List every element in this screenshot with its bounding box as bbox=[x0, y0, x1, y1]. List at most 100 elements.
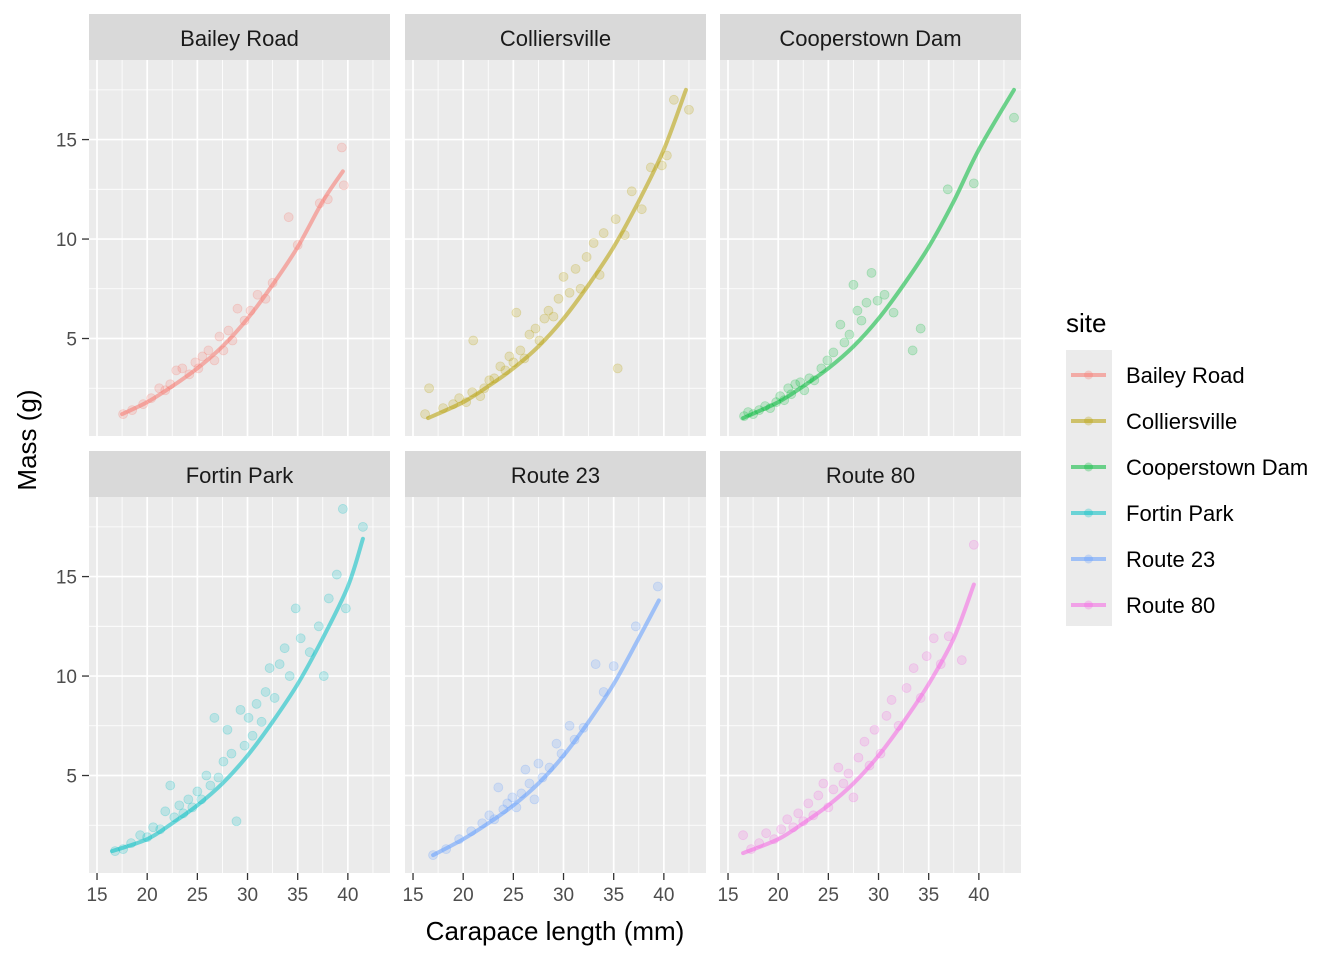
data-point bbox=[738, 830, 748, 841]
data-point bbox=[533, 758, 544, 769]
y-tick-label: 10 bbox=[56, 230, 77, 251]
data-point bbox=[222, 724, 233, 735]
data-point bbox=[235, 704, 246, 715]
data-point bbox=[232, 303, 243, 314]
facet-strip-label: Cooperstown Dam bbox=[779, 26, 961, 51]
data-point bbox=[790, 379, 801, 390]
data-point bbox=[515, 345, 526, 356]
data-point bbox=[630, 621, 641, 632]
data-point bbox=[818, 778, 829, 789]
panel-background bbox=[405, 60, 706, 436]
data-point bbox=[192, 786, 203, 797]
data-point bbox=[684, 104, 694, 115]
facet-strip-label: Fortin Park bbox=[186, 463, 295, 488]
panel-background bbox=[405, 497, 706, 873]
data-point bbox=[279, 643, 290, 654]
data-point bbox=[231, 816, 242, 827]
panel-route-23: Route 23 15 20 25 30 35 40 bbox=[402, 451, 706, 906]
data-point bbox=[135, 830, 146, 841]
data-point bbox=[853, 752, 864, 763]
facet-strip bbox=[720, 451, 1021, 497]
legend-key-point bbox=[1084, 370, 1093, 380]
data-point bbox=[761, 828, 772, 839]
legend: site Bailey Road Colliersville Cooperstown… bbox=[1066, 308, 1308, 626]
data-point bbox=[843, 768, 854, 779]
data-point bbox=[213, 772, 224, 783]
data-point bbox=[879, 289, 890, 300]
y-tick-label: 10 bbox=[56, 667, 77, 688]
data-point bbox=[203, 345, 214, 356]
data-point bbox=[856, 315, 867, 326]
data-point bbox=[813, 790, 824, 801]
data-point bbox=[160, 806, 171, 817]
x-tick-label: 15 bbox=[86, 885, 107, 906]
x-tick-label: 40 bbox=[653, 885, 674, 906]
data-point bbox=[218, 756, 229, 767]
legend-item-colliersville: Colliersville bbox=[1071, 409, 1237, 434]
panel-fortin-park: Fortin Park 5 10 15 15 20 25 30 35 40 bbox=[56, 451, 390, 906]
data-point bbox=[848, 792, 859, 803]
data-point bbox=[564, 720, 575, 731]
data-point bbox=[183, 794, 194, 805]
data-point bbox=[793, 808, 804, 819]
fit-curve bbox=[741, 582, 976, 856]
data-point bbox=[844, 329, 855, 340]
x-tick-label: 20 bbox=[137, 885, 158, 906]
data-point bbox=[283, 212, 294, 223]
x-tick-label: 30 bbox=[237, 885, 258, 906]
legend-label: Route 23 bbox=[1126, 547, 1215, 572]
facet-strip bbox=[89, 451, 390, 497]
x-tick-label: 30 bbox=[553, 885, 574, 906]
data-point bbox=[570, 263, 581, 274]
data-point bbox=[323, 593, 334, 604]
y-tick-label: 15 bbox=[56, 131, 77, 152]
facet-strip bbox=[405, 451, 706, 497]
data-point bbox=[828, 347, 839, 358]
fit-curve bbox=[426, 87, 688, 421]
facet-strip bbox=[89, 14, 390, 60]
data-point bbox=[318, 671, 329, 681]
data-point bbox=[908, 663, 919, 673]
data-point bbox=[833, 762, 844, 773]
panel-colliersville: Colliersville bbox=[405, 14, 706, 436]
x-tick-label: 25 bbox=[818, 885, 839, 906]
fit-curve bbox=[741, 87, 1016, 421]
data-point bbox=[626, 186, 637, 197]
data-point bbox=[256, 716, 267, 727]
data-point bbox=[295, 633, 306, 644]
data-point bbox=[205, 780, 216, 791]
data-point bbox=[783, 383, 794, 394]
data-point bbox=[313, 621, 324, 632]
data-point bbox=[869, 724, 880, 735]
data-point bbox=[336, 142, 347, 153]
legend-key-point bbox=[1084, 600, 1093, 610]
panel-route-80: Route 80 15 20 25 30 35 40 bbox=[717, 451, 1021, 906]
data-point bbox=[828, 784, 839, 795]
data-point bbox=[1009, 112, 1019, 123]
data-point bbox=[529, 794, 540, 805]
data-point bbox=[331, 569, 342, 580]
data-point bbox=[223, 325, 234, 336]
data-point bbox=[652, 581, 663, 592]
y-tick-label: 15 bbox=[56, 568, 77, 589]
legend-label: Colliersville bbox=[1126, 409, 1237, 434]
legend-label: Cooperstown Dam bbox=[1126, 455, 1308, 480]
data-point bbox=[782, 814, 793, 825]
data-point bbox=[907, 345, 918, 356]
x-tick-label: 35 bbox=[918, 885, 939, 906]
facet-panels: Bailey Road 5 10 15 Colliersville Cooperstown… bbox=[56, 14, 1021, 906]
data-point bbox=[243, 712, 254, 723]
data-point bbox=[598, 228, 609, 238]
data-point bbox=[543, 305, 554, 316]
data-point bbox=[174, 800, 185, 811]
facet-strip bbox=[720, 14, 1021, 60]
data-point bbox=[177, 363, 188, 374]
data-point bbox=[558, 271, 569, 282]
data-point bbox=[251, 698, 262, 709]
x-tick-label: 15 bbox=[717, 885, 738, 906]
data-point bbox=[848, 279, 859, 290]
data-point bbox=[551, 738, 562, 749]
facet-strip bbox=[405, 14, 706, 60]
data-point bbox=[165, 780, 176, 791]
